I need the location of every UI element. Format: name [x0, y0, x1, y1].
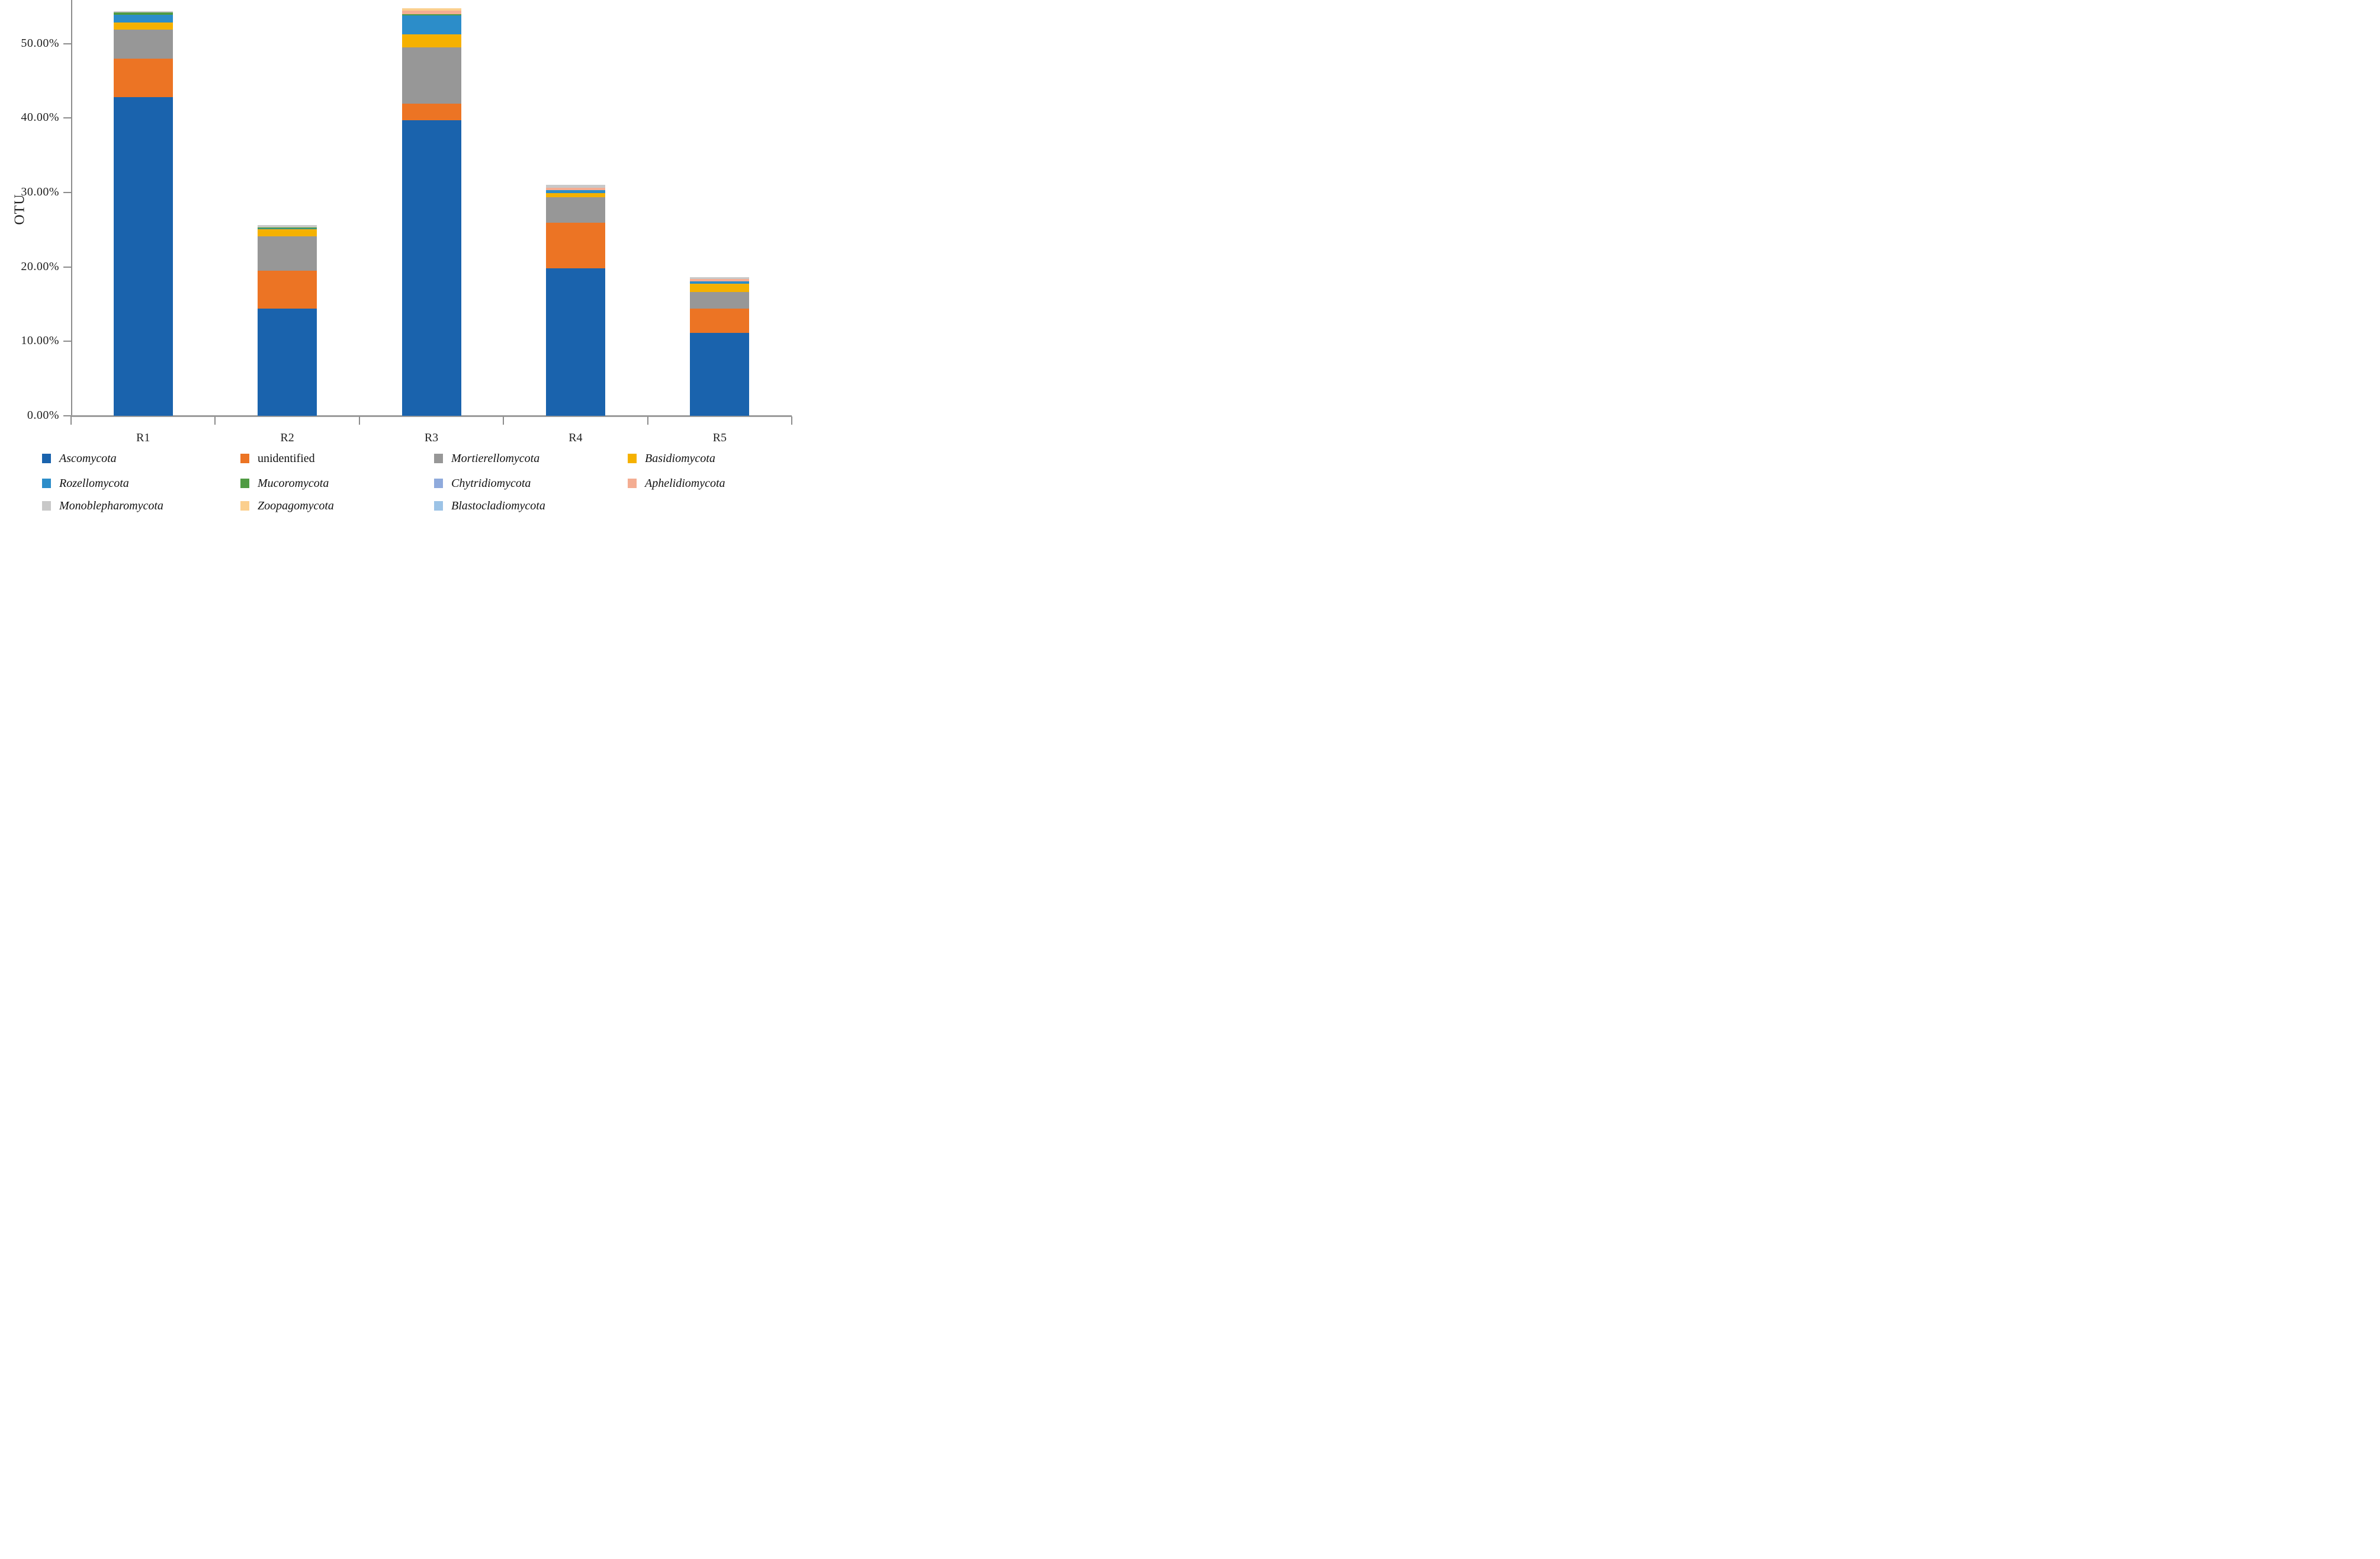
- bar-segment-unidentified: [113, 58, 173, 97]
- bar-segment-basidiomycota: [690, 283, 750, 293]
- x-category-label: R5: [712, 431, 727, 444]
- bar-segment-aphelidiomycota: [545, 187, 605, 191]
- bar-segment-unidentified: [690, 309, 750, 333]
- y-tick-label: 0.00%: [27, 409, 59, 422]
- y-tick-label: 20.00%: [21, 259, 59, 273]
- bar-segment-basidiomycota: [258, 229, 317, 237]
- bar-segment-basidiomycota: [545, 193, 605, 198]
- legend-item-rozellomycota: Rozellomycota: [42, 477, 129, 490]
- bar-segment-unidentified: [545, 223, 605, 269]
- bar-segment-monoblepharomycota: [258, 225, 317, 228]
- x-axis-tick: [791, 416, 792, 425]
- bar-segment-rozellomycota: [545, 190, 605, 193]
- legend-item-unidentified: unidentified: [240, 452, 315, 465]
- bar-segment-ascomycota: [402, 120, 461, 416]
- x-category-label: R2: [280, 431, 294, 444]
- y-axis-tick: [63, 415, 71, 416]
- legend-label: Aphelidiomycota: [645, 476, 725, 490]
- legend-item-mucoromycota: Mucoromycota: [240, 477, 329, 490]
- legend-item-ascomycota: Ascomycota: [42, 452, 117, 465]
- bar-segment-monoblepharomycota: [113, 11, 173, 12]
- bar-segment-rozellomycota: [690, 281, 750, 284]
- y-tick-label: 10.00%: [21, 334, 59, 348]
- y-axis-tick: [63, 43, 71, 44]
- bar-segment-mortierellomycota: [690, 292, 750, 309]
- y-axis-tick: [63, 191, 71, 193]
- legend-item-monoblepharomycota: Monoblepharomycota: [42, 499, 163, 512]
- legend-swatch: [42, 454, 51, 463]
- legend-item-blastocladiomycota: Blastocladiomycota: [434, 499, 545, 512]
- legend-label: Monoblepharomycota: [59, 499, 163, 512]
- legend-label: Chytridiomycota: [451, 476, 531, 490]
- bar-segment-mortierellomycota: [258, 236, 317, 271]
- y-axis-tick: [63, 341, 71, 342]
- legend-swatch: [42, 479, 51, 488]
- legend-item-zoopagomycota: Zoopagomycota: [240, 499, 334, 512]
- legend-item-chytridiomycota: Chytridiomycota: [434, 477, 531, 490]
- bar-segment-ascomycota: [690, 333, 750, 416]
- legend-label: Blastocladiomycota: [451, 499, 545, 512]
- legend-item-basidiomycota: Basidiomycota: [628, 452, 715, 465]
- legend-swatch: [434, 479, 443, 488]
- bar-R4: [545, 184, 605, 416]
- x-axis-tick: [358, 416, 360, 425]
- x-category-label: R1: [136, 431, 150, 444]
- y-axis-line: [71, 0, 72, 416]
- legend-label: unidentified: [258, 451, 315, 465]
- bar-segment-unidentified: [402, 104, 461, 120]
- bar-segment-mortierellomycota: [113, 29, 173, 59]
- legend-label: Mortierellomycota: [451, 451, 540, 465]
- x-axis-line: [71, 415, 792, 417]
- x-axis-tick: [214, 416, 216, 425]
- legend-swatch: [434, 501, 443, 511]
- bar-segment-ascomycota: [258, 308, 317, 416]
- bar-segment-aphelidiomycota: [402, 11, 461, 14]
- bar-segment-ascomycota: [545, 268, 605, 416]
- legend-swatch: [240, 454, 249, 463]
- bar-segment-rozellomycota: [113, 14, 173, 23]
- bar-segment-basidiomycota: [402, 34, 461, 48]
- legend-swatch: [628, 454, 637, 463]
- legend-label: Basidiomycota: [645, 451, 715, 465]
- bar-segment-mortierellomycota: [402, 47, 461, 104]
- x-axis-tick: [503, 416, 505, 425]
- bar-segment-monoblepharomycota: [690, 277, 750, 280]
- legend-label: Zoopagomycota: [258, 499, 334, 512]
- x-axis-tick: [70, 416, 72, 425]
- legend-label: Rozellomycota: [59, 476, 129, 490]
- legend-swatch: [42, 501, 51, 511]
- x-category-label: R4: [568, 431, 583, 444]
- bar-segment-ascomycota: [113, 97, 173, 416]
- bar-R1: [113, 11, 173, 416]
- bar-R5: [690, 277, 750, 416]
- bar-segment-rozellomycota: [402, 15, 461, 34]
- bar-segment-mortierellomycota: [545, 197, 605, 223]
- legend-swatch: [628, 479, 637, 488]
- y-axis-tick: [63, 266, 71, 268]
- legend-swatch: [434, 454, 443, 463]
- legend-item-aphelidiomycota: Aphelidiomycota: [628, 477, 725, 490]
- bar-segment-monoblepharomycota: [545, 184, 605, 188]
- y-tick-label: 40.00%: [21, 111, 59, 124]
- bar-R3: [402, 8, 461, 416]
- x-axis-tick: [647, 416, 648, 425]
- bar-segment-zoopagomycota: [402, 8, 461, 11]
- x-category-label: R3: [424, 431, 439, 444]
- bar-segment-mucoromycota: [258, 227, 317, 229]
- legend-label: Mucoromycota: [258, 476, 329, 490]
- y-tick-label: 50.00%: [21, 36, 59, 50]
- stacked-bar-chart: OTU 0.00% 10.00% 20.00% 30.00% 40.00% 50.00% R…: [0, 0, 794, 519]
- bar-segment-unidentified: [258, 270, 317, 309]
- legend-item-mortierellomycota: Mortierellomycota: [434, 452, 539, 465]
- y-axis-tick: [63, 117, 71, 119]
- bar-segment-basidiomycota: [113, 23, 173, 30]
- bar-segment-mucoromycota: [402, 14, 461, 16]
- bar-segment-aphelidiomycota: [690, 279, 750, 282]
- bar-R2: [258, 225, 317, 416]
- y-tick-label: 30.00%: [21, 185, 59, 198]
- legend-label: Ascomycota: [59, 451, 117, 465]
- legend-swatch: [240, 501, 249, 511]
- bar-segment-mucoromycota: [113, 12, 173, 15]
- legend-swatch: [240, 479, 249, 488]
